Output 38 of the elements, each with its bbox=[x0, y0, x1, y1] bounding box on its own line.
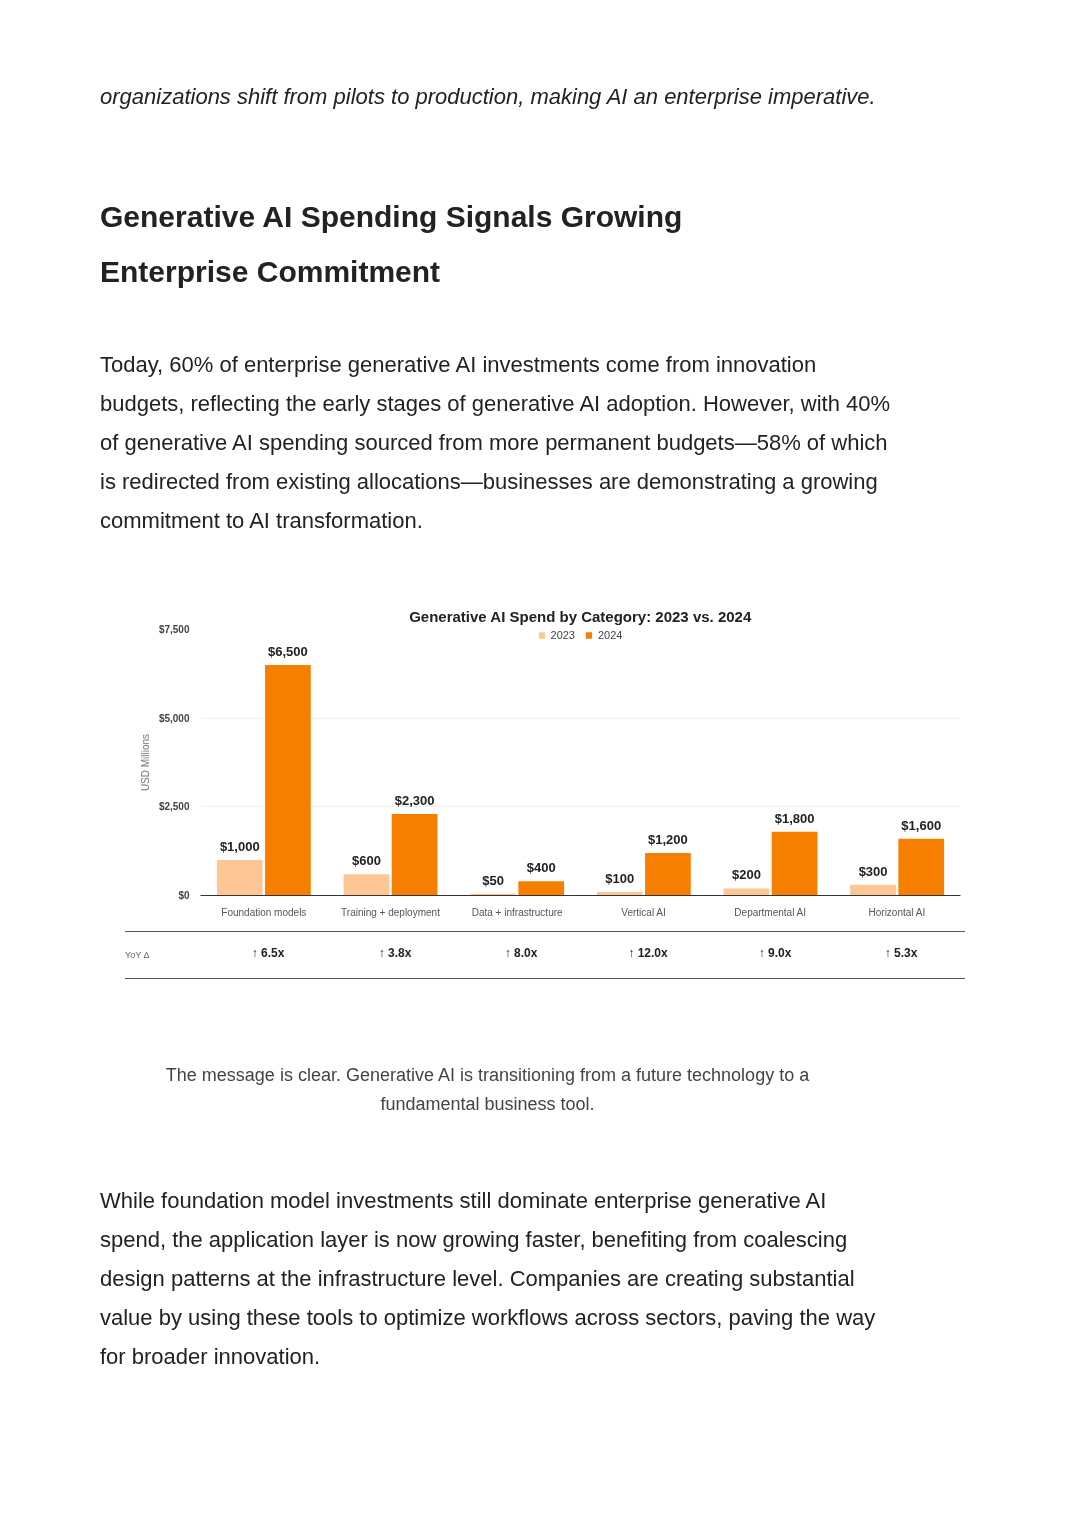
y-tick-label: $7,500 bbox=[158, 624, 190, 635]
data-label: $1,200 bbox=[648, 831, 688, 847]
text: YoY Δ bbox=[125, 949, 150, 962]
x-tick-label: Vertical AI bbox=[621, 906, 666, 918]
data-label: $1,800 bbox=[774, 810, 815, 826]
data-label: $1,000 bbox=[219, 839, 260, 855]
text: The message is clear. Generative AI is transitioning from a future technology to a fundamental business tool. bbox=[164, 1064, 811, 1116]
data-label: $2,300 bbox=[394, 792, 435, 808]
data-label: $100 bbox=[605, 870, 635, 886]
data-label: $6,500 bbox=[268, 643, 308, 659]
data-label: $200 bbox=[731, 867, 761, 883]
text: Today, 60% of enterprise generative AI investments come from innovation budgets, reflecting the early stages of generative AI adoption. However, with 40% of generative AI spending sourced from more permanent budgets—58% of which is redirected from existing allocations—businesses are demonstrating a growing commitment to AI transformation. bbox=[99, 351, 892, 535]
x-tick-label: Data + infrastructure bbox=[471, 906, 564, 918]
data-label: $400 bbox=[526, 860, 556, 876]
text: Generative AI Spending Signals Growing Enterprise Commitment bbox=[99, 199, 684, 290]
text: ↑ 5.3x bbox=[883, 945, 919, 962]
text: ↑ 9.0x bbox=[757, 945, 793, 962]
text: ↑ 8.0x bbox=[503, 945, 539, 962]
text: While foundation model investments still dominate enterprise generative AI spend, the application layer is now growing faster, benefiting from coalescing design patterns at the infrastructure level. Companies are creating substantial value by using these tools to optimize workflows across sectors, paving the way for broader innovation. bbox=[99, 1187, 877, 1371]
y-tick-label: $5,000 bbox=[158, 712, 190, 724]
x-tick-label: Foundation models bbox=[221, 906, 307, 918]
y-tick-label: $0 bbox=[178, 890, 190, 901]
text: ↑ 3.8x bbox=[377, 945, 413, 962]
data-label: $1,600 bbox=[901, 817, 942, 833]
legend-label: 2024 bbox=[598, 629, 623, 641]
x-tick-label: Horizontal AI bbox=[868, 906, 926, 918]
x-tick-label: Training + deployment bbox=[341, 906, 441, 918]
text: organizations shift from pilots to production, making AI an enterprise imperative. bbox=[99, 83, 877, 111]
text: ↑ 12.0x bbox=[627, 945, 669, 962]
text: ↑ 6.5x bbox=[250, 945, 286, 962]
data-label: $300 bbox=[858, 863, 888, 879]
data-label: $50 bbox=[482, 872, 504, 888]
data-label: $600 bbox=[351, 853, 381, 869]
y-axis-title: USD Millions bbox=[139, 733, 151, 792]
x-tick-label: Departmental AI bbox=[734, 906, 807, 918]
legend-label: 2023 bbox=[550, 629, 575, 641]
y-tick-label: $2,500 bbox=[158, 801, 190, 813]
chart-title: Generative AI Spend by Category: 2023 vs. 2024 bbox=[409, 607, 752, 625]
